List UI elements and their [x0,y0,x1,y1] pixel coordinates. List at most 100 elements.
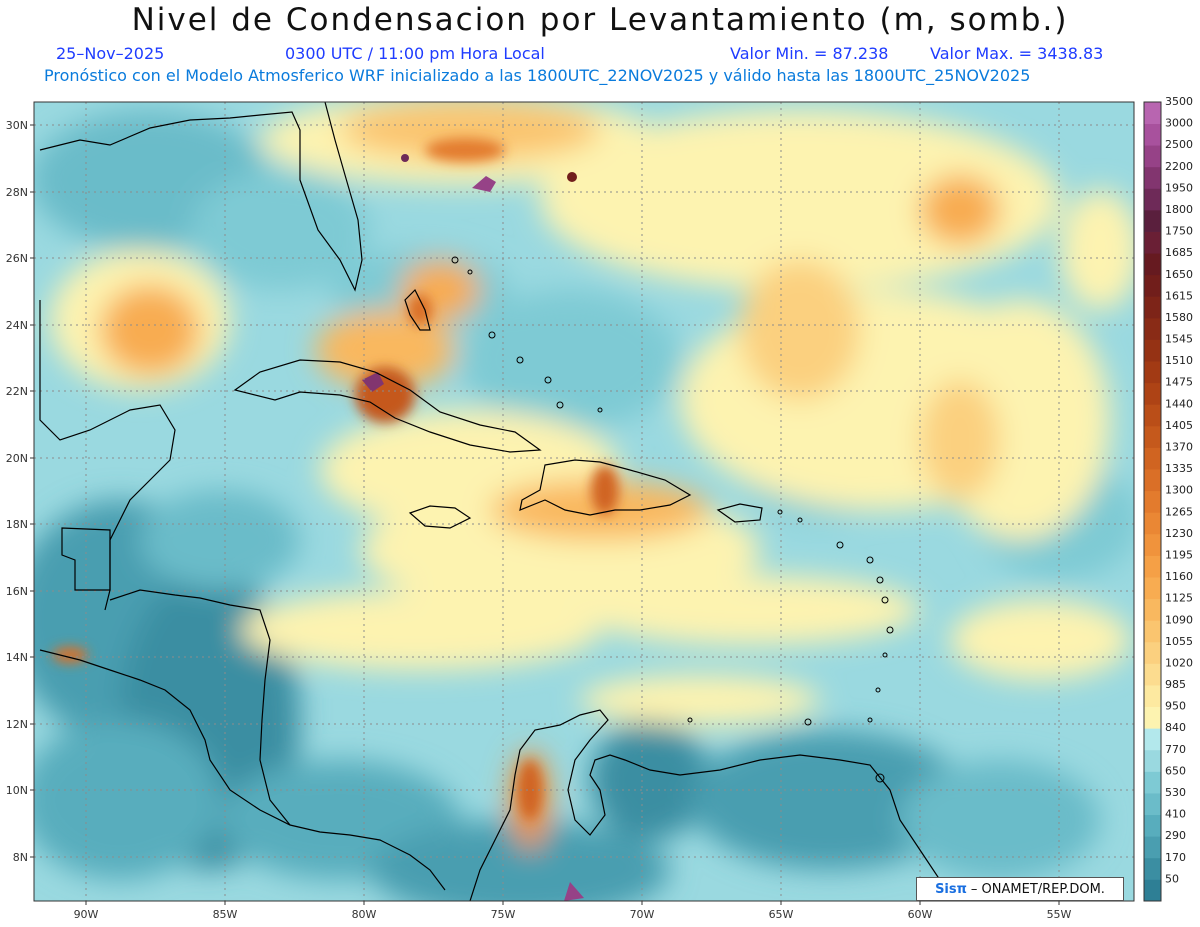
lon-label: 90W [74,908,99,921]
legend-swatch [1144,166,1161,189]
lon-label: 70W [630,908,655,921]
lat-label: 30N [6,119,28,132]
legend-label: 1685 [1165,246,1193,259]
lon-label: 80W [352,908,377,921]
legend-swatch [1144,879,1161,902]
legend-swatch [1144,102,1161,124]
coast-bahamas [404,288,431,331]
lon-label: 75W [491,908,516,921]
coast-florida [39,102,363,292]
legend-swatch [1144,663,1161,686]
legend-label: 1090 [1165,613,1193,626]
coast-southamerica [469,709,951,901]
grid-lines [34,102,1134,901]
legend-swatch [1144,685,1161,708]
legend-swatch [1144,447,1161,470]
legend-label: 950 [1165,700,1186,713]
legend-swatch [1144,209,1161,232]
lat-label: 20N [6,452,28,465]
map-frame [33,101,1135,902]
legend-label: 1335 [1165,462,1193,475]
legend-swatch [1144,231,1161,254]
lon-label: 60W [908,908,933,921]
value-max: Valor Max. = 3438.83 [930,44,1104,63]
legend-swatch [1144,317,1161,340]
lat-label: 14N [6,651,28,664]
legend-swatch [1144,469,1161,492]
legend-label: 1615 [1165,289,1193,302]
legend-label: 3500 [1165,95,1193,108]
forecast-time: 0300 UTC / 11:00 pm Hora Local [285,44,545,63]
lat-label: 18N [6,518,28,531]
legend-label: 170 [1165,851,1186,864]
legend-swatch [1144,598,1161,621]
legend-label: 1125 [1165,592,1193,605]
legend-label: 985 [1165,678,1186,691]
lat-label: 24N [6,319,28,332]
longitude-labels: 90W 85W 80W 75W 70W 65W 60W 55W [74,908,1072,921]
lat-label: 28N [6,186,28,199]
legend-label: 1580 [1165,311,1193,324]
lat-label: 26N [6,252,28,265]
forecast-date: 25–Nov–2025 [56,44,165,63]
legend-label: 1300 [1165,484,1193,497]
legend-swatch [1144,382,1161,405]
legend-label: 1475 [1165,376,1193,389]
coast-border [61,527,111,591]
latitude-labels: 30N 28N 26N 24N 22N 20N 18N 16N 14N 12N … [6,119,28,864]
lon-label: 55W [1047,908,1072,921]
coast-centralamerica-east [109,589,291,826]
legend-swatch [1144,857,1161,880]
legend-label: 1020 [1165,656,1193,669]
legend-swatch [1144,641,1161,664]
coast-cuba [233,359,542,453]
legend-label: 1195 [1165,548,1193,561]
credit-box: Sisπ – ONAMET/REP.DOM. [916,877,1124,901]
coastlines [39,102,951,901]
legend-label: 1650 [1165,268,1193,281]
legend-swatch [1144,533,1161,556]
legend-swatch [1144,749,1161,772]
legend-label: 2200 [1165,160,1193,173]
legend-swatch [1144,728,1161,751]
latitude-ticks [30,124,1060,905]
credit-text: – ONAMET/REP.DOM. [970,881,1105,897]
legend-swatch [1144,145,1161,168]
legend-swatch [1144,253,1161,276]
lat-label: 12N [6,718,28,731]
lat-label: 22N [6,385,28,398]
legend-swatch [1144,404,1161,427]
legend-swatch [1144,577,1161,600]
coast-centralamerica [39,649,446,891]
lon-label: 65W [769,908,794,921]
legend-label: 1405 [1165,419,1193,432]
legend-swatch [1144,490,1161,513]
map-title: Nivel de Condensacion por Levantamiento … [131,2,1069,38]
legend-label: 3000 [1165,117,1193,130]
legend-swatch [1144,188,1161,211]
legend-label: 290 [1165,829,1186,842]
coast-hispaniola [519,459,692,516]
legend-label: 1440 [1165,397,1193,410]
lat-label: 10N [6,784,28,797]
legend-label: 1265 [1165,505,1193,518]
legend-label: 2500 [1165,138,1193,151]
model-info: Pronóstico con el Modelo Atmosferico WRF… [44,66,1031,85]
legend-swatch [1144,836,1161,859]
legend-label: 410 [1165,808,1186,821]
legend-swatch [1144,361,1161,384]
legend-label: 1545 [1165,333,1193,346]
legend-label: 1160 [1165,570,1193,583]
legend-label: 1230 [1165,527,1193,540]
legend-swatch [1144,274,1161,297]
legend-swatch [1144,123,1161,146]
legend-swatch [1144,706,1161,729]
legend-label: 840 [1165,721,1186,734]
credit-brand: Sisπ [935,881,967,897]
legend-label: 530 [1165,786,1186,799]
legend-label: 1510 [1165,354,1193,367]
legend-swatch [1144,771,1161,794]
legend-swatch [1144,814,1161,837]
legend-swatch [1144,620,1161,643]
